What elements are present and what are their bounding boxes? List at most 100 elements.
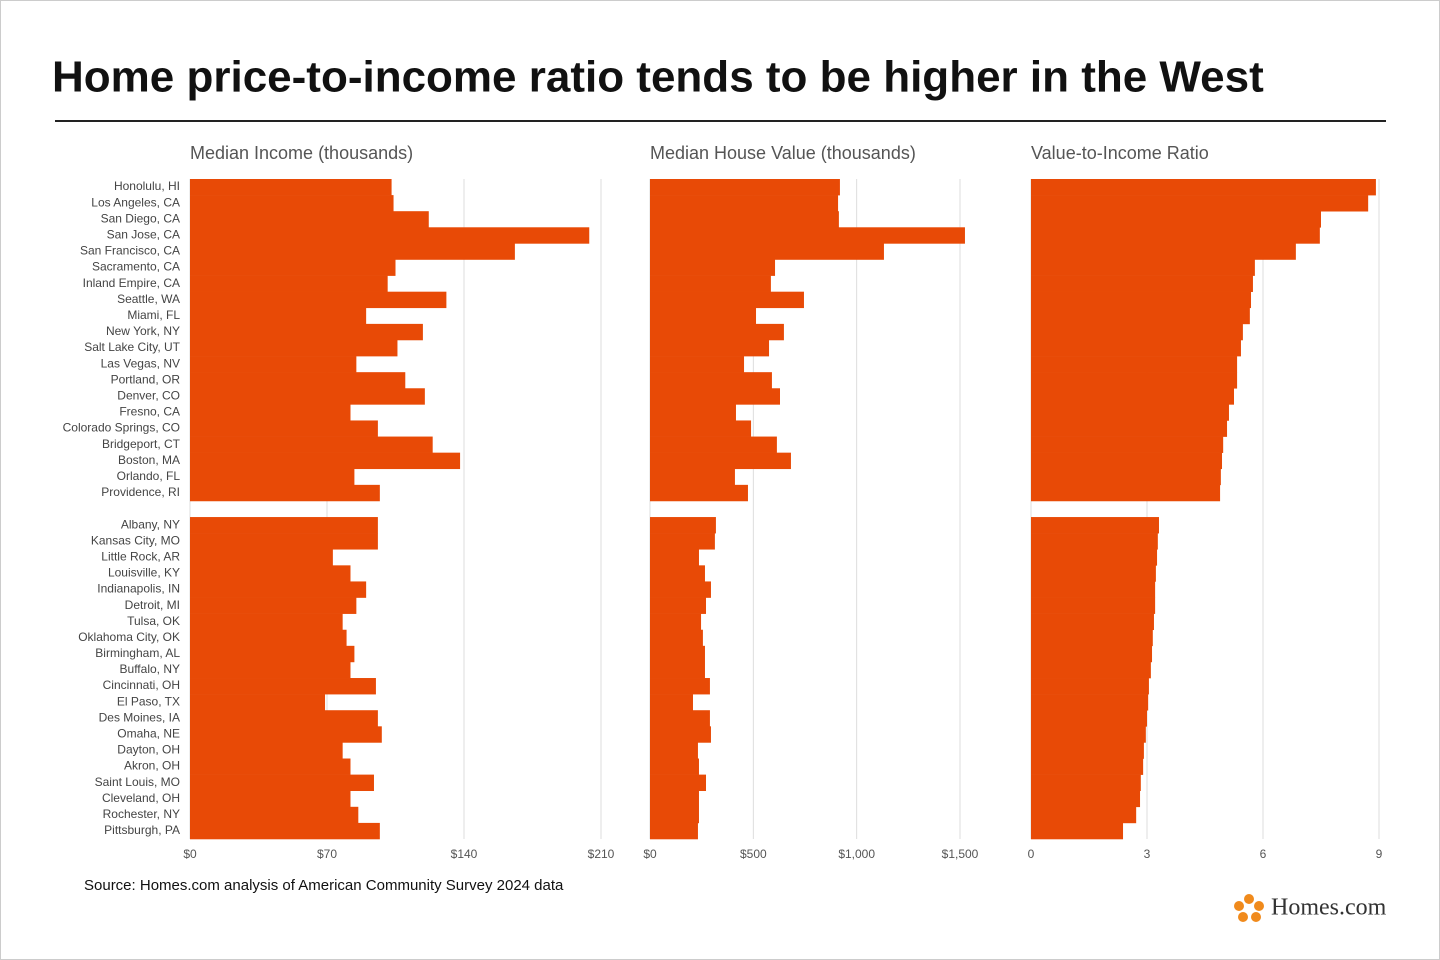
bar bbox=[650, 790, 699, 808]
panel-title: Value-to-Income Ratio bbox=[1031, 143, 1209, 163]
y-tick-label: Boston, MA bbox=[118, 453, 180, 467]
y-tick-label: Seattle, WA bbox=[117, 292, 180, 306]
bar bbox=[190, 742, 343, 759]
y-tick-label: Salt Lake City, UT bbox=[84, 340, 180, 354]
x-tick-label: $1,000 bbox=[838, 847, 875, 861]
bar bbox=[650, 806, 699, 824]
bar bbox=[650, 678, 710, 695]
bar bbox=[650, 227, 965, 244]
y-tick-label: Detroit, MI bbox=[125, 598, 180, 612]
bar bbox=[1031, 356, 1238, 373]
bar bbox=[650, 420, 752, 437]
y-tick-label: Indianapolis, IN bbox=[97, 582, 180, 596]
bar bbox=[1031, 404, 1229, 421]
bar bbox=[190, 678, 376, 695]
bar bbox=[650, 404, 736, 421]
bar bbox=[1031, 597, 1156, 614]
y-tick-label: Little Rock, AR bbox=[101, 549, 180, 563]
bar bbox=[1031, 645, 1153, 663]
bar bbox=[1031, 372, 1238, 389]
bar bbox=[1031, 179, 1376, 196]
bar bbox=[190, 533, 378, 550]
bar bbox=[650, 388, 780, 405]
y-tick-label: Buffalo, NY bbox=[120, 662, 180, 676]
y-tick-label: Albany, NY bbox=[121, 517, 180, 531]
bar bbox=[190, 597, 357, 614]
bar bbox=[190, 339, 398, 357]
bar bbox=[190, 323, 423, 341]
bar bbox=[190, 790, 351, 808]
bar bbox=[650, 211, 839, 228]
bar bbox=[190, 581, 367, 598]
panel-title: Median Income (thousands) bbox=[190, 143, 413, 163]
bar bbox=[650, 581, 711, 598]
chart-title: Home price-to-income ratio tends to be h… bbox=[52, 53, 1264, 102]
bar bbox=[1031, 613, 1154, 631]
bar bbox=[1031, 275, 1253, 292]
bar bbox=[190, 694, 326, 711]
y-tick-label: Colorado Springs, CO bbox=[63, 421, 180, 435]
bar bbox=[1031, 726, 1146, 743]
bar bbox=[190, 307, 367, 325]
bar bbox=[650, 339, 770, 357]
bar bbox=[650, 243, 884, 260]
y-tick-label: El Paso, TX bbox=[117, 694, 180, 708]
y-tick-label: Portland, OR bbox=[111, 372, 181, 386]
y-tick-label: Fresno, CA bbox=[119, 405, 180, 419]
bar bbox=[1031, 452, 1223, 470]
bar bbox=[650, 694, 693, 711]
bar bbox=[1031, 694, 1149, 711]
bar bbox=[1031, 581, 1156, 598]
bar bbox=[190, 549, 333, 566]
bar bbox=[190, 774, 374, 792]
bar bbox=[1031, 661, 1151, 679]
bar bbox=[650, 356, 745, 373]
bar bbox=[650, 742, 698, 759]
bar bbox=[190, 195, 394, 212]
x-tick-label: 3 bbox=[1144, 847, 1151, 861]
panel-title: Median House Value (thousands) bbox=[650, 143, 916, 163]
bar bbox=[1031, 388, 1234, 405]
bar bbox=[650, 758, 699, 775]
bar bbox=[1031, 195, 1369, 212]
bar bbox=[190, 822, 380, 840]
bar bbox=[1031, 678, 1149, 695]
y-tick-label: Akron, OH bbox=[124, 759, 180, 773]
bar bbox=[190, 484, 380, 502]
bar bbox=[190, 420, 378, 437]
bar bbox=[190, 259, 396, 276]
y-tick-label: Bridgeport, CT bbox=[102, 437, 181, 451]
y-tick-label: Los Angeles, CA bbox=[91, 195, 180, 209]
bar bbox=[190, 710, 378, 727]
y-tick-label: Inland Empire, CA bbox=[83, 276, 180, 290]
bar bbox=[650, 533, 715, 550]
bar bbox=[650, 307, 757, 325]
bar bbox=[1031, 774, 1141, 792]
bar bbox=[190, 275, 388, 292]
bar bbox=[190, 388, 425, 405]
y-tick-label: Louisville, KY bbox=[108, 566, 180, 580]
bar bbox=[650, 323, 784, 341]
bar bbox=[190, 517, 378, 534]
bar bbox=[190, 565, 351, 582]
bar bbox=[1031, 420, 1228, 437]
bar bbox=[650, 645, 705, 663]
y-tick-label: Kansas City, MO bbox=[91, 533, 180, 547]
y-tick-label: Cincinnati, OH bbox=[103, 678, 180, 692]
bar bbox=[1031, 468, 1221, 486]
bar bbox=[1031, 565, 1156, 582]
bar bbox=[190, 179, 392, 196]
x-tick-label: $0 bbox=[183, 847, 197, 861]
bar bbox=[1031, 806, 1137, 824]
bar bbox=[650, 275, 771, 292]
bar bbox=[190, 227, 590, 244]
y-tick-label: Miami, FL bbox=[127, 308, 180, 322]
bar bbox=[650, 726, 711, 743]
x-tick-label: 0 bbox=[1028, 847, 1035, 861]
bar bbox=[650, 259, 776, 276]
y-tick-label: Saint Louis, MO bbox=[95, 775, 180, 789]
bar bbox=[190, 404, 351, 421]
bar bbox=[190, 291, 447, 309]
